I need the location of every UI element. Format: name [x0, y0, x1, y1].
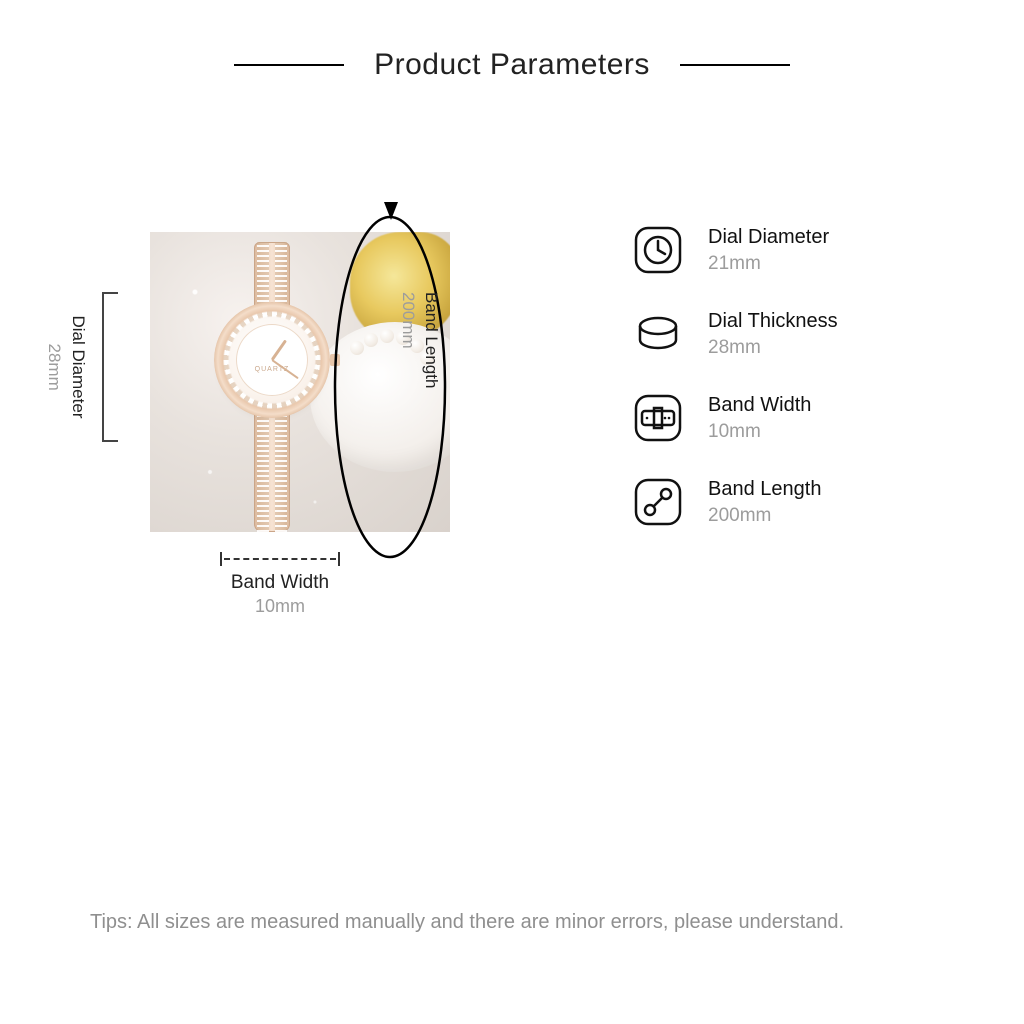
- header-rule-right: [680, 64, 790, 66]
- spec-row-dial-thickness: Dial Thickness 28mm: [630, 306, 838, 362]
- spec-label: Dial Diameter: [708, 226, 829, 249]
- callout-dial-diameter: 28mm Dial Diameter: [102, 292, 116, 442]
- band-width-icon: [630, 390, 686, 446]
- spec-row-band-width: Band Width 10mm: [630, 390, 838, 446]
- spec-label: Band Width: [708, 394, 811, 417]
- callout-band-width: Band Width 10mm: [220, 552, 340, 617]
- watch-face: QUARTZ: [236, 324, 308, 396]
- spec-value: 10mm: [708, 421, 811, 443]
- header-rule-left: [234, 64, 344, 66]
- spec-value: 200mm: [708, 505, 821, 527]
- page-title: Product Parameters: [374, 48, 650, 82]
- callout-length-label: Band Length: [421, 292, 441, 388]
- bracket-icon: [102, 292, 116, 442]
- tips-text: Tips: All sizes are measured manually an…: [90, 911, 964, 934]
- content: QUARTZ 28mm Dial Diameter: [0, 232, 1024, 532]
- hbracket-icon: [220, 552, 340, 566]
- watch-band-bottom: [254, 412, 290, 532]
- spec-label: Dial Thickness: [708, 310, 838, 333]
- spec-value: 28mm: [708, 337, 838, 359]
- hour-hand: [271, 339, 287, 360]
- arrow-down-icon: [384, 202, 398, 220]
- dial-brand-text: QUARTZ: [236, 366, 308, 373]
- header: Product Parameters: [0, 0, 1024, 82]
- dial-thickness-icon: [630, 306, 686, 362]
- callout-diameter-label: Dial Diameter: [68, 316, 88, 419]
- callout-length-value: 200mm: [398, 292, 418, 388]
- spec-label: Band Length: [708, 478, 821, 501]
- callout-width-label: Band Width: [220, 572, 340, 594]
- spec-list: Dial Diameter 21mm Dial Thickness 28mm B…: [630, 222, 838, 532]
- watch-dial: QUARTZ: [222, 310, 322, 410]
- spec-value: 21mm: [708, 253, 829, 275]
- callout-band-length: 200mm Band Length: [330, 202, 470, 562]
- spec-row-band-length: Band Length 200mm: [630, 474, 838, 530]
- band-length-icon: [630, 474, 686, 530]
- spec-row-dial-diameter: Dial Diameter 21mm: [630, 222, 838, 278]
- product-figure: QUARTZ 28mm Dial Diameter: [150, 232, 450, 532]
- watch: QUARTZ: [212, 242, 332, 532]
- callout-diameter-value: 28mm: [44, 343, 64, 390]
- dial-diameter-icon: [630, 222, 686, 278]
- callout-width-value: 10mm: [220, 596, 340, 617]
